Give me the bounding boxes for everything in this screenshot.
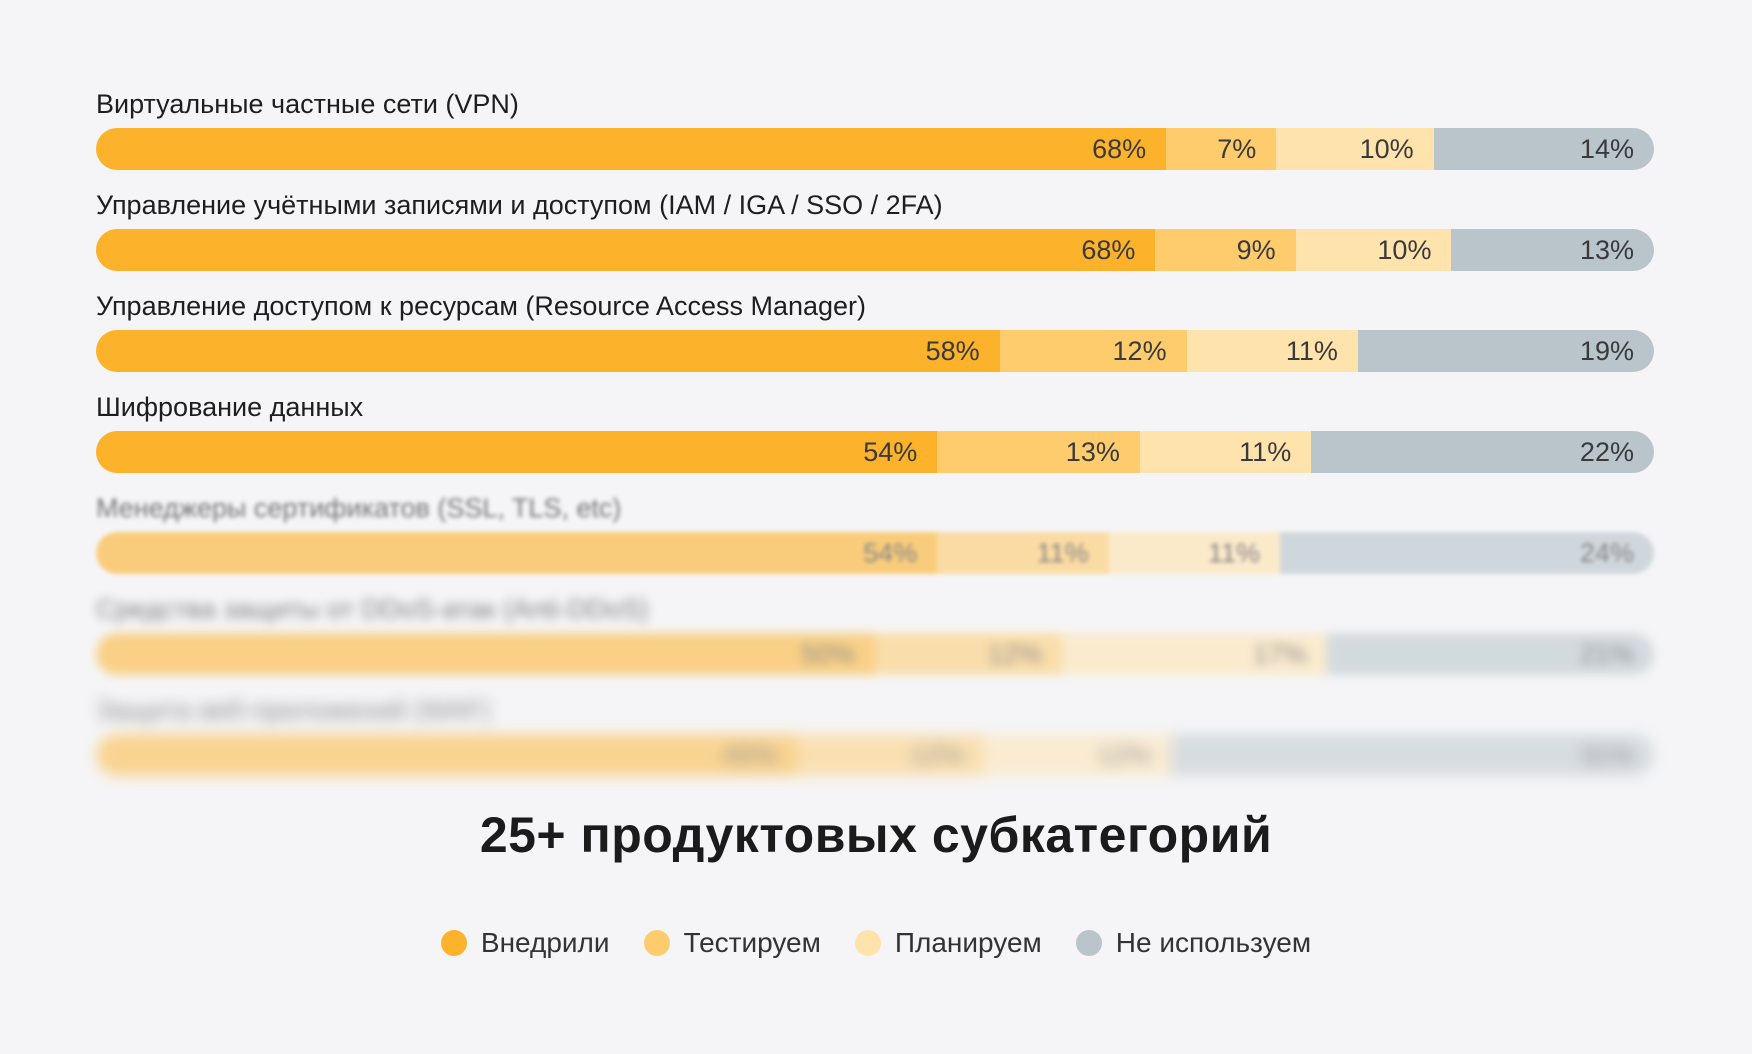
data-label: 11% [1239, 436, 1292, 467]
stacked-bar: 58% 12% 11% 19% [96, 330, 1654, 372]
legend-label: Тестируем [683, 927, 821, 958]
legend-item-planning: Планируем [854, 926, 1042, 960]
bar-row: Шифрование данных 54% 13% 11% 22% [96, 391, 1654, 492]
legend-label: Планируем [894, 927, 1042, 958]
bar-segment-not-used: 31% [1171, 734, 1654, 776]
bar-segment-implemented: 68% [96, 128, 1167, 170]
chart-title: 25+ продуктовых субкатегорий [479, 807, 1273, 863]
legend-item-not-used: Не используем [1075, 926, 1312, 960]
data-label: 12% [987, 638, 1042, 669]
legend-dot-icon [854, 930, 881, 956]
category-label: Менеджеры сертификатов (SSL, TLS, etc) [96, 493, 622, 523]
category-label: Средства защиты от DDoS-атак (Anti-DDoS) [96, 594, 649, 624]
data-label: 10% [1377, 234, 1432, 265]
bar-segment-testing: 7% [1166, 128, 1277, 170]
bar-segment-implemented: 68% [96, 229, 1156, 271]
stacked-bar: 54% 13% 11% 22% [96, 431, 1654, 473]
data-label: 7% [1217, 133, 1257, 164]
category-label: Виртуальные частные сети (VPN) [96, 89, 519, 119]
legend-dot-icon [643, 930, 670, 956]
bar-segment-implemented: 54% [96, 532, 938, 574]
data-label: 68% [1081, 234, 1136, 265]
stacked-bar-chart: Виртуальные частные сети (VPN) 68% 7% 10% 14… [96, 88, 1654, 795]
bar-row: Виртуальные частные сети (VPN) 68% 7% 10% 14… [96, 88, 1654, 189]
bar-segment-planning: 11% [1139, 431, 1312, 473]
legend: Внедрили Тестируем Планируем Не использу… [0, 926, 1752, 960]
legend-label: Не используем [1115, 927, 1312, 958]
data-label: 31% [1579, 739, 1634, 770]
data-label: 21% [1579, 638, 1634, 669]
stacked-bar: 54% 11% 11% 24% [96, 532, 1654, 574]
legend-label: Внедрили [480, 927, 610, 958]
stacked-bar: 68% 7% 10% 14% [96, 128, 1654, 170]
data-label: 17% [1252, 638, 1307, 669]
data-label: 9% [1236, 234, 1276, 265]
bar-row: Управление учётными записями и доступом … [96, 189, 1654, 290]
data-label: 11% [1208, 537, 1261, 568]
legend-dot-icon [1075, 930, 1102, 956]
stacked-bar: 45% 12% 12% 31% [96, 734, 1654, 776]
data-label: 50% [800, 638, 855, 669]
stacked-bar: 68% 9% 10% 13% [96, 229, 1654, 271]
legend-dot-icon [440, 930, 467, 956]
data-label: 19% [1579, 335, 1634, 366]
bar-segment-not-used: 13% [1451, 229, 1654, 271]
bar-segment-implemented: 54% [96, 431, 938, 473]
bar-row: Менеджеры сертификатов (SSL, TLS, etc) 54… [96, 492, 1654, 593]
bar-segment-testing: 12% [797, 734, 985, 776]
bar-segment-testing: 9% [1155, 229, 1296, 271]
data-label: 13% [1579, 234, 1634, 265]
bar-segment-not-used: 24% [1280, 532, 1654, 574]
category-label: Управление учётными записями и доступом … [96, 190, 943, 220]
data-label: 54% [863, 436, 918, 467]
data-label: 13% [1065, 436, 1120, 467]
bar-segment-not-used: 21% [1326, 633, 1654, 675]
stacked-bar: 50% 12% 17% 21% [96, 633, 1654, 675]
bar-segment-planning: 17% [1061, 633, 1327, 675]
bar-segment-planning: 10% [1276, 128, 1434, 170]
data-label: 58% [925, 335, 980, 366]
data-label: 10% [1359, 133, 1414, 164]
data-label: 12% [1112, 335, 1167, 366]
bar-row: Защита веб-приложений (WAF) 45% 12% 12% 31% [96, 694, 1654, 795]
data-label: 11% [1036, 537, 1089, 568]
data-label: 12% [910, 739, 965, 770]
data-label: 24% [1579, 537, 1634, 568]
bar-segment-implemented: 45% [96, 734, 798, 776]
category-label: Шифрование данных [96, 392, 364, 422]
data-label: 11% [1285, 335, 1338, 366]
bar-segment-planning: 11% [1186, 330, 1358, 372]
bar-segment-implemented: 50% [96, 633, 875, 675]
data-label: 12% [1096, 739, 1151, 770]
bar-segment-testing: 12% [999, 330, 1187, 372]
bar-segment-not-used: 14% [1433, 128, 1654, 170]
bar-row: Управление доступом к ресурсам (Resource… [96, 290, 1654, 391]
data-label: 45% [723, 739, 778, 770]
data-label: 68% [1092, 133, 1147, 164]
bar-segment-planning: 11% [1108, 532, 1281, 574]
bar-segment-not-used: 19% [1357, 330, 1654, 372]
bar-segment-not-used: 22% [1311, 431, 1654, 473]
data-label: 54% [863, 537, 918, 568]
bar-segment-testing: 12% [875, 633, 1062, 675]
bar-row: Средства защиты от DDoS-атак (Anti-DDoS)… [96, 593, 1654, 694]
legend-item-implemented: Внедрили [440, 926, 610, 960]
bar-segment-planning: 10% [1295, 229, 1452, 271]
bar-segment-implemented: 58% [96, 330, 1000, 372]
data-label: 22% [1579, 436, 1634, 467]
data-label: 14% [1579, 133, 1634, 164]
bar-segment-testing: 13% [937, 431, 1140, 473]
category-label: Защита веб-приложений (WAF) [96, 695, 491, 725]
bar-segment-testing: 11% [937, 532, 1109, 574]
legend-item-testing: Тестируем [643, 926, 821, 960]
category-label: Управление доступом к ресурсам (Resource… [96, 291, 867, 321]
bar-segment-planning: 12% [984, 734, 1171, 776]
